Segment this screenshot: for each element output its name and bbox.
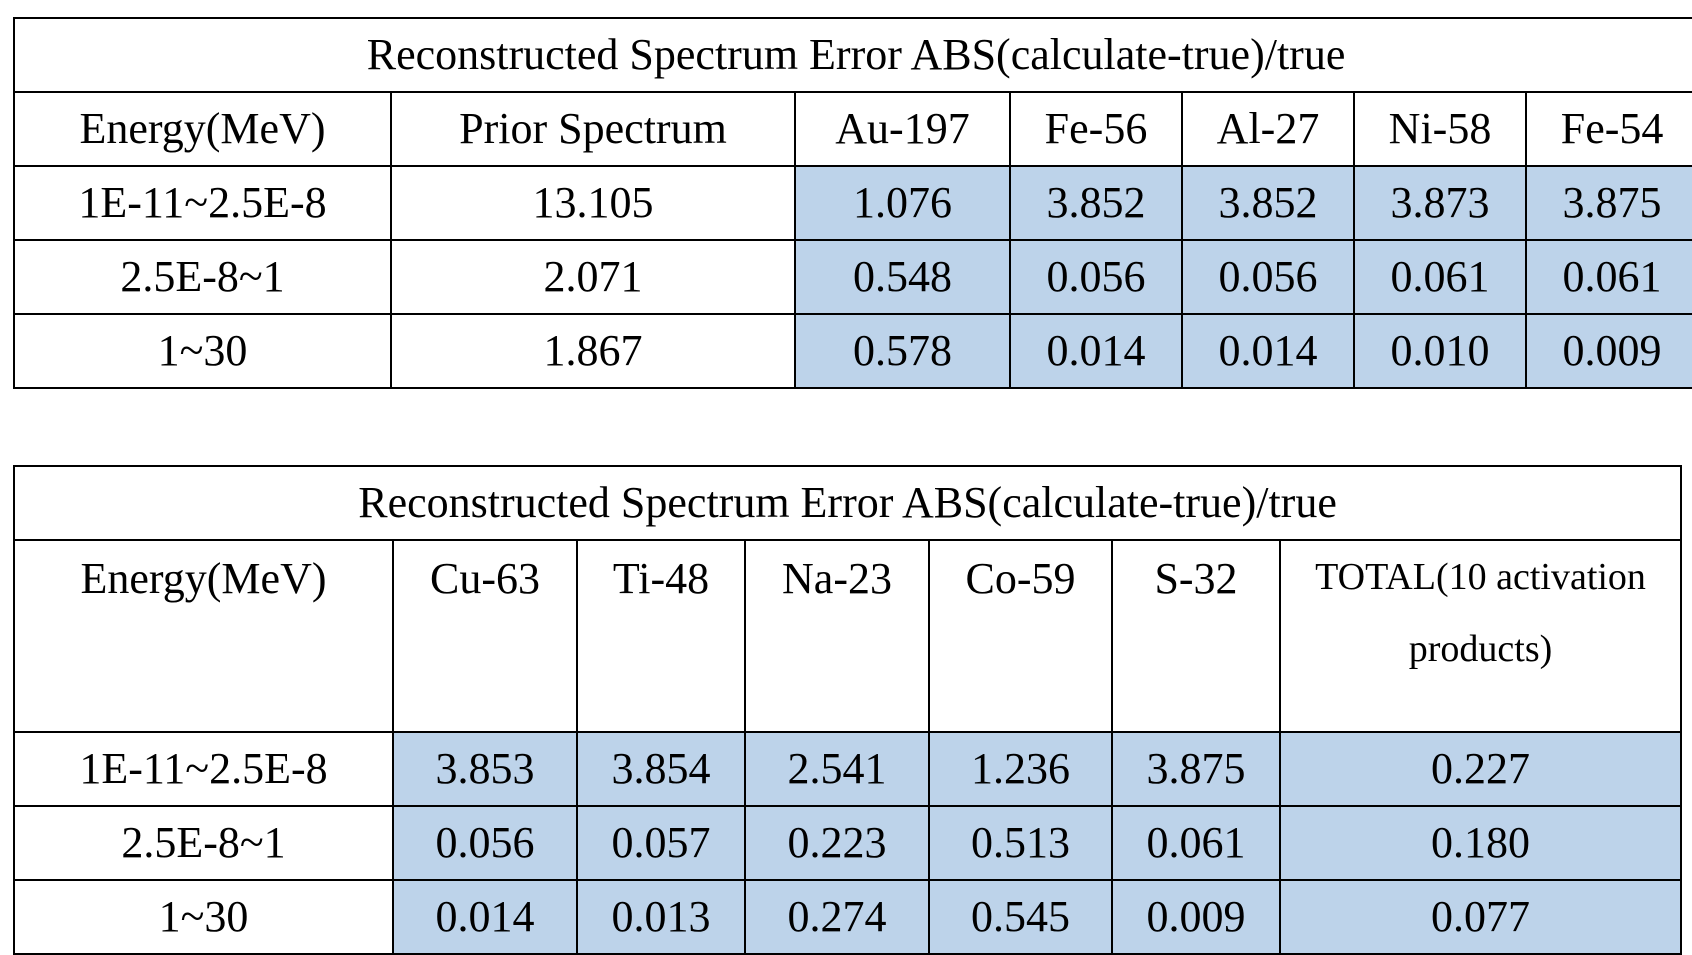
value-cell: 0.056 [1181, 239, 1355, 315]
energy-range-cell: 1E-11~2.5E-8 [13, 731, 394, 807]
value-cell: 0.061 [1353, 239, 1527, 315]
value-cell: 0.014 [1181, 313, 1355, 389]
value-cell: 0.223 [744, 805, 930, 881]
value-cell: 0.578 [794, 313, 1011, 389]
header-total: TOTAL(10 activation products) [1278, 539, 1683, 733]
header-na-23: Na-23 [744, 539, 930, 733]
value-cell: 0.061 [1111, 805, 1281, 881]
table-row: 1~30 1.867 0.578 0.014 0.014 0.010 0.009 [13, 313, 1692, 389]
value-cell: 0.013 [576, 879, 746, 955]
table-row: 1~30 0.014 0.013 0.274 0.545 0.009 0.077 [13, 879, 1683, 955]
header-co-59: Co-59 [928, 539, 1113, 733]
header-row: Energy(MeV) Cu-63 Ti-48 Na-23 Co-59 S-32… [13, 539, 1683, 733]
value-cell: 0.545 [928, 879, 1113, 955]
value-cell: 13.105 [390, 165, 796, 241]
value-cell: 1.076 [794, 165, 1011, 241]
value-cell: 0.056 [392, 805, 578, 881]
value-cell: 0.227 [1278, 731, 1683, 807]
value-cell: 0.057 [576, 805, 746, 881]
energy-range-cell: 2.5E-8~1 [13, 239, 392, 315]
value-cell: 0.077 [1278, 879, 1683, 955]
energy-range-cell: 2.5E-8~1 [13, 805, 394, 881]
value-cell: 2.541 [744, 731, 930, 807]
value-cell: 3.875 [1111, 731, 1281, 807]
error-table-2: Reconstructed Spectrum Error ABS(calcula… [12, 465, 1683, 955]
header-s-32: S-32 [1111, 539, 1281, 733]
header-ni-58: Ni-58 [1353, 91, 1527, 167]
error-table-1: Reconstructed Spectrum Error ABS(calcula… [12, 17, 1692, 389]
value-cell: 0.548 [794, 239, 1011, 315]
header-fe-54: Fe-54 [1524, 91, 1692, 167]
header-cu-63: Cu-63 [392, 539, 578, 733]
value-cell: 3.852 [1181, 165, 1355, 241]
energy-range-cell: 1~30 [13, 879, 394, 955]
table-row: 2.5E-8~1 2.071 0.548 0.056 0.056 0.061 0… [13, 239, 1692, 315]
table-row: 1E-11~2.5E-8 3.853 3.854 2.541 1.236 3.8… [13, 731, 1683, 807]
value-cell: 2.071 [390, 239, 796, 315]
value-cell: 0.009 [1111, 879, 1281, 955]
value-cell: 3.852 [1009, 165, 1183, 241]
value-cell: 1.236 [928, 731, 1113, 807]
value-cell: 0.061 [1524, 239, 1692, 315]
value-cell: 0.009 [1524, 313, 1692, 389]
value-cell: 0.010 [1353, 313, 1527, 389]
value-cell: 3.873 [1353, 165, 1527, 241]
table-row: 1E-11~2.5E-8 13.105 1.076 3.852 3.852 3.… [13, 165, 1692, 241]
header-ti-48: Ti-48 [576, 539, 746, 733]
value-cell: 0.274 [744, 879, 930, 955]
value-cell: 3.875 [1524, 165, 1692, 241]
value-cell: 3.854 [576, 731, 746, 807]
value-cell: 0.180 [1278, 805, 1683, 881]
header-prior-spectrum: Prior Spectrum [390, 91, 796, 167]
energy-range-cell: 1E-11~2.5E-8 [13, 165, 392, 241]
table-caption: Reconstructed Spectrum Error ABS(calcula… [12, 17, 1692, 93]
value-cell: 0.014 [392, 879, 578, 955]
header-energy: Energy(MeV) [13, 539, 394, 733]
value-cell: 3.853 [392, 731, 578, 807]
value-cell: 0.014 [1009, 313, 1183, 389]
header-fe-56: Fe-56 [1009, 91, 1183, 167]
header-energy: Energy(MeV) [13, 91, 392, 167]
table-row: 2.5E-8~1 0.056 0.057 0.223 0.513 0.061 0… [13, 805, 1683, 881]
value-cell: 0.513 [928, 805, 1113, 881]
header-au-197: Au-197 [794, 91, 1011, 167]
header-row: Energy(MeV) Prior Spectrum Au-197 Fe-56 … [13, 91, 1692, 167]
value-cell: 1.867 [390, 313, 796, 389]
table-caption: Reconstructed Spectrum Error ABS(calcula… [12, 465, 1683, 541]
value-cell: 0.056 [1009, 239, 1183, 315]
energy-range-cell: 1~30 [13, 313, 392, 389]
header-al-27: Al-27 [1181, 91, 1355, 167]
